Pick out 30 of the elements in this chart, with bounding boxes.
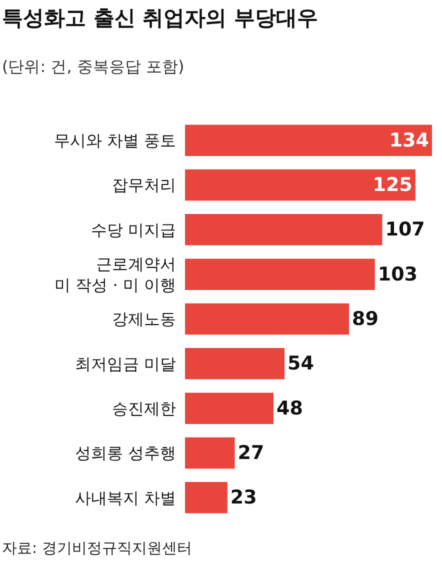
data-label: 27	[238, 442, 264, 464]
y-tick-label: 수당 미지급	[90, 220, 176, 240]
chart-title: 특성화고 출신 취업자의 부당대우	[2, 6, 318, 30]
text: 자료: 경기비정규직지원센터	[2, 539, 192, 557]
data-label: 54	[288, 352, 314, 375]
data-label: 107	[385, 218, 425, 241]
y-tick-label: 성희롱 성추행	[74, 444, 176, 463]
bar	[185, 482, 228, 514]
data-label: 103	[378, 263, 418, 286]
bar	[185, 124, 432, 156]
bar	[185, 348, 285, 380]
chart-subtitle: (단위: 건, 중복응답 포함)	[2, 57, 184, 76]
bar	[185, 214, 382, 246]
data-label: 23	[230, 486, 257, 509]
y-tick-label: 최저임금 미달	[74, 354, 176, 374]
y-tick-label: 근로계약서 미 작성 · 미 이행	[54, 254, 176, 294]
data-label: 48	[276, 397, 303, 420]
data-label: 134	[389, 129, 429, 152]
y-tick-label: 무시와 차별 풍토	[54, 130, 176, 150]
bar	[185, 258, 375, 290]
y-tick-label: 잡무처리	[112, 176, 176, 195]
bar	[185, 392, 274, 424]
bar	[185, 169, 416, 201]
bar	[185, 437, 235, 469]
data-label: 89	[352, 308, 379, 330]
y-tick-label: 사내복지 차별	[74, 488, 176, 508]
data-label: 125	[372, 174, 412, 196]
y-tick-label: 강제노동	[112, 310, 176, 329]
y-tick-label: 승진제한	[112, 398, 176, 418]
bar	[185, 303, 350, 335]
